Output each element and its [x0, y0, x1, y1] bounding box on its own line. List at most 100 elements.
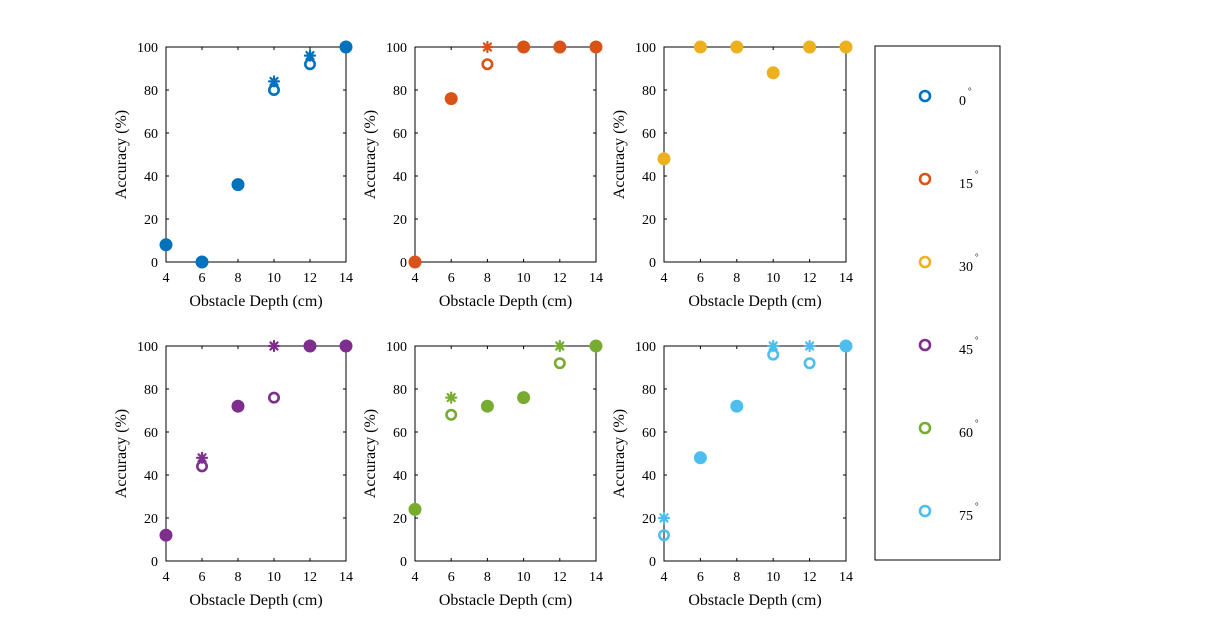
data-point-filled — [231, 399, 245, 413]
subplot-1: 4 6 8 10 12 14 0 20 40 60 80 100 Obstacle Depth (cm)… — [113, 40, 353, 310]
data-point-open — [803, 357, 816, 370]
y-tick-label: 60 — [642, 426, 656, 441]
asterisk-stroke — [269, 341, 279, 351]
data-point-open — [481, 58, 494, 71]
data-point-asterisk — [267, 339, 281, 353]
data-point-asterisk — [803, 339, 816, 353]
y-tick-label: 80 — [642, 84, 656, 99]
legend-label: 60 — [959, 426, 973, 441]
y-tick-label: 0 — [649, 256, 656, 271]
y-tick-label: 80 — [393, 84, 407, 99]
y-axis-label: Accuracy (%) — [113, 110, 130, 199]
x-axis-label: Obstacle Depth (cm) — [688, 293, 821, 310]
data-point-filled — [408, 502, 422, 516]
data-point-filled — [339, 339, 353, 353]
y-tick-label: 20 — [642, 213, 656, 228]
y-tick-label: 40 — [144, 170, 158, 185]
asterisk-stroke — [197, 453, 207, 463]
y-tick-label: 100 — [137, 41, 158, 56]
data-point-filled — [159, 238, 173, 252]
y-tick-label: 0 — [151, 555, 158, 570]
data-point-asterisk — [481, 40, 494, 54]
data-point-filled — [730, 40, 744, 54]
y-tick-label: 40 — [642, 170, 656, 185]
y-tick-label: 100 — [386, 340, 407, 355]
y-tick-label: 40 — [144, 469, 158, 484]
x-tick-label: 8 — [733, 271, 740, 286]
x-tick-label: 14 — [839, 570, 853, 585]
asterisk-stroke — [659, 513, 669, 523]
data-point-filled — [803, 40, 817, 54]
y-axis-label: Accuracy (%) — [113, 409, 130, 498]
x-tick-label: 8 — [484, 570, 491, 585]
subplot-2: 4 6 8 10 12 14 0 20 40 60 80 100 Obstacle Depth (cm)… — [362, 40, 603, 310]
legend-frame — [874, 45, 1001, 561]
data-point-filled — [303, 339, 317, 353]
y-tick-label: 100 — [386, 41, 407, 56]
y-axis-label: Accuracy (%) — [611, 110, 628, 199]
data-point-filled — [517, 391, 531, 405]
y-tick-label: 80 — [144, 383, 158, 398]
y-tick-label: 60 — [393, 127, 407, 142]
data-point-open — [553, 357, 566, 370]
data-point-filled — [589, 40, 603, 54]
y-tick-label: 0 — [400, 555, 407, 570]
x-tick-label: 4 — [661, 570, 668, 585]
legend-marker — [918, 89, 932, 103]
subplot-3: 4 6 8 10 12 14 0 20 40 60 80 100 Obstacle Depth (cm)… — [611, 40, 853, 310]
legend-degree: ° — [975, 335, 979, 345]
data-point-filled — [231, 178, 245, 192]
x-tick-label: 12 — [553, 570, 567, 585]
data-point-filled — [693, 40, 707, 54]
legend-label: 15 — [959, 177, 973, 192]
x-tick-label: 12 — [303, 570, 317, 585]
asterisk-stroke — [804, 341, 815, 351]
y-tick-label: 60 — [144, 426, 158, 441]
x-tick-label: 14 — [339, 271, 353, 286]
data-point-open — [657, 529, 670, 542]
y-tick-label: 20 — [144, 512, 158, 527]
legend-label: 0 — [959, 94, 966, 109]
data-point-filled — [195, 255, 209, 269]
x-tick-label: 8 — [733, 570, 740, 585]
y-tick-label: 0 — [649, 555, 656, 570]
y-tick-label: 80 — [144, 84, 158, 99]
asterisk-stroke — [305, 50, 315, 61]
data-point-open — [445, 408, 458, 421]
subplot-4: 4 6 8 10 12 14 0 20 40 60 80 100 Obstacle Depth (cm)… — [113, 339, 353, 609]
data-point-asterisk — [303, 49, 317, 62]
data-point-filled — [839, 339, 853, 353]
legend-marker — [918, 504, 932, 518]
data-point-asterisk — [553, 339, 566, 353]
data-point-filled — [766, 66, 780, 80]
x-tick-label: 4 — [163, 570, 170, 585]
y-tick-label: 60 — [144, 127, 158, 142]
x-tick-label: 14 — [589, 570, 603, 585]
subplot-6: 4 6 8 10 12 14 0 20 40 60 80 100 Obstacle Depth (cm)… — [611, 339, 853, 609]
x-tick-label: 4 — [412, 570, 419, 585]
data-point-filled — [444, 92, 458, 106]
x-tick-label: 6 — [697, 271, 704, 286]
plot-frame — [663, 345, 847, 562]
y-tick-label: 40 — [642, 469, 656, 484]
data-point-filled — [693, 451, 707, 465]
plot-frame — [663, 46, 847, 263]
y-tick-label: 0 — [151, 256, 158, 271]
x-tick-label: 6 — [199, 271, 206, 286]
x-tick-label: 12 — [803, 271, 817, 286]
y-tick-label: 20 — [393, 213, 407, 228]
data-point-asterisk — [657, 511, 671, 525]
data-point-asterisk — [195, 451, 209, 464]
x-tick-label: 10 — [267, 271, 281, 286]
data-point-filled — [839, 40, 853, 54]
y-tick-label: 60 — [393, 426, 407, 441]
y-tick-label: 0 — [400, 256, 407, 271]
y-axis-label: Accuracy (%) — [362, 110, 379, 199]
legend-degree: ° — [975, 252, 979, 262]
subplot-5: 4 6 8 10 12 14 0 20 40 60 80 100 Obstacle Depth (cm)… — [362, 339, 603, 609]
data-point-asterisk — [267, 75, 281, 88]
legend-label: 45 — [959, 343, 973, 358]
x-tick-label: 10 — [766, 271, 780, 286]
legend-label: 75 — [959, 509, 973, 524]
